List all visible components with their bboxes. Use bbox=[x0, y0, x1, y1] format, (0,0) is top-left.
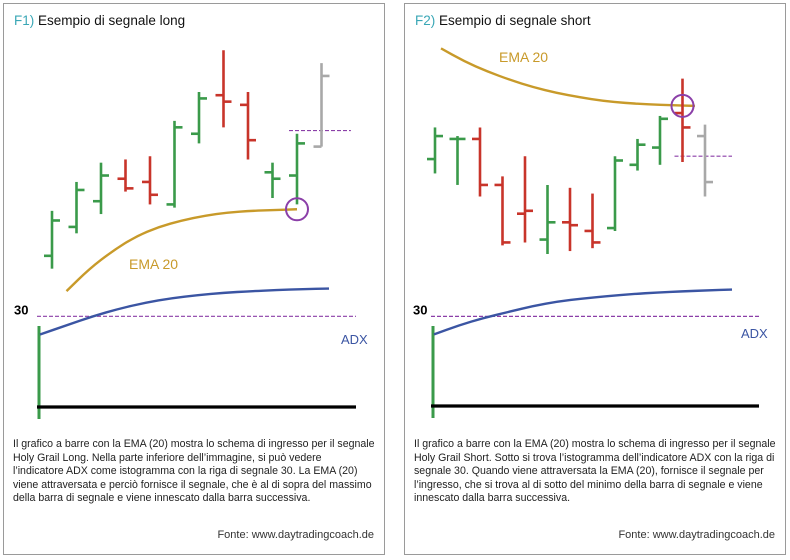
long-signal-chart: EMA 20 30 ADX bbox=[14, 50, 368, 419]
chart-title: Esempio di segnale long bbox=[38, 13, 186, 28]
adx-level-label: 30 bbox=[413, 302, 427, 317]
panel-short: F2) Esempio di segnale short EMA 20 30 ADX… bbox=[404, 3, 786, 555]
caption: Il grafico a barre con la EMA (20) mostr… bbox=[414, 438, 776, 505]
panel-title: F1) Esempio di segnale long bbox=[14, 13, 185, 28]
caption: Il grafico a barre con la EMA (20) mostr… bbox=[13, 438, 375, 505]
entry-signal-circle bbox=[285, 197, 309, 222]
figure-number: F1) bbox=[14, 13, 35, 28]
adx-line bbox=[39, 287, 330, 336]
source-note: Fonte: www.daytradingcoach.de bbox=[217, 529, 374, 541]
ema-label: EMA 20 bbox=[499, 49, 548, 65]
adx-line bbox=[433, 288, 733, 336]
source-note: Fonte: www.daytradingcoach.de bbox=[618, 529, 775, 541]
adx-level-label: 30 bbox=[14, 302, 28, 317]
adx-label: ADX bbox=[741, 326, 768, 341]
ema-line bbox=[65, 208, 298, 293]
panel-title: F2) Esempio di segnale short bbox=[415, 13, 591, 28]
ema-label: EMA 20 bbox=[129, 256, 178, 272]
short-signal-chart: EMA 20 30 ADX bbox=[413, 47, 768, 418]
figure-number: F2) bbox=[415, 13, 436, 28]
panel-long: F1) Esempio di segnale long EMA 20 30 ADX … bbox=[3, 3, 385, 555]
entry-signal-circle bbox=[670, 93, 695, 118]
adx-label: ADX bbox=[341, 332, 368, 347]
ema-line bbox=[440, 47, 696, 108]
chart-title: Esempio di segnale short bbox=[439, 13, 591, 28]
